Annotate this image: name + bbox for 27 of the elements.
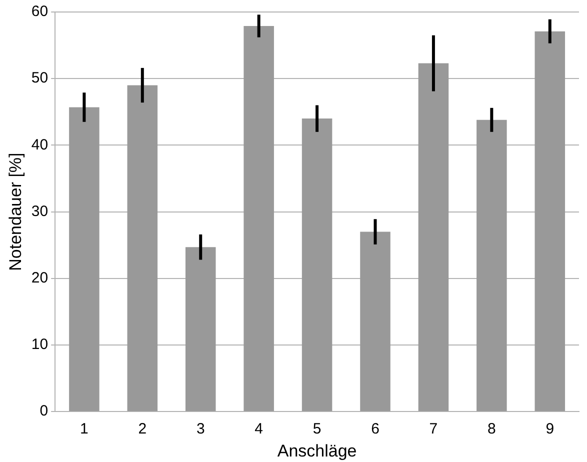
x-tick-label: 3 [196,420,205,438]
bar [69,107,100,412]
y-axis-title: Notendauer [%] [6,152,25,271]
bar [302,118,332,412]
x-tick-label: 5 [312,420,322,438]
y-tick-label: 10 [31,336,48,354]
x-tick-label: 9 [546,420,554,438]
x-tick-label: 6 [371,420,380,438]
x-tick-label: 2 [138,420,147,438]
bar [360,232,390,412]
y-tick-label: 30 [31,202,48,220]
x-tick-label: 8 [488,420,496,438]
bar [185,247,216,412]
bar [418,63,449,412]
y-tick-label: 0 [40,402,48,420]
bar [127,85,158,412]
y-tick-label: 50 [31,70,48,87]
y-tick-label: 20 [31,270,48,287]
x-tick-label: 7 [429,420,438,438]
x-axis-title: Anschläge [277,441,357,460]
x-tick-label: 1 [80,420,88,438]
bar [476,120,507,412]
y-tick-label: 60 [31,3,48,20]
bar [244,26,274,412]
x-tick-label: 4 [254,420,263,438]
bar [534,31,566,412]
y-tick-label: 40 [31,136,48,154]
